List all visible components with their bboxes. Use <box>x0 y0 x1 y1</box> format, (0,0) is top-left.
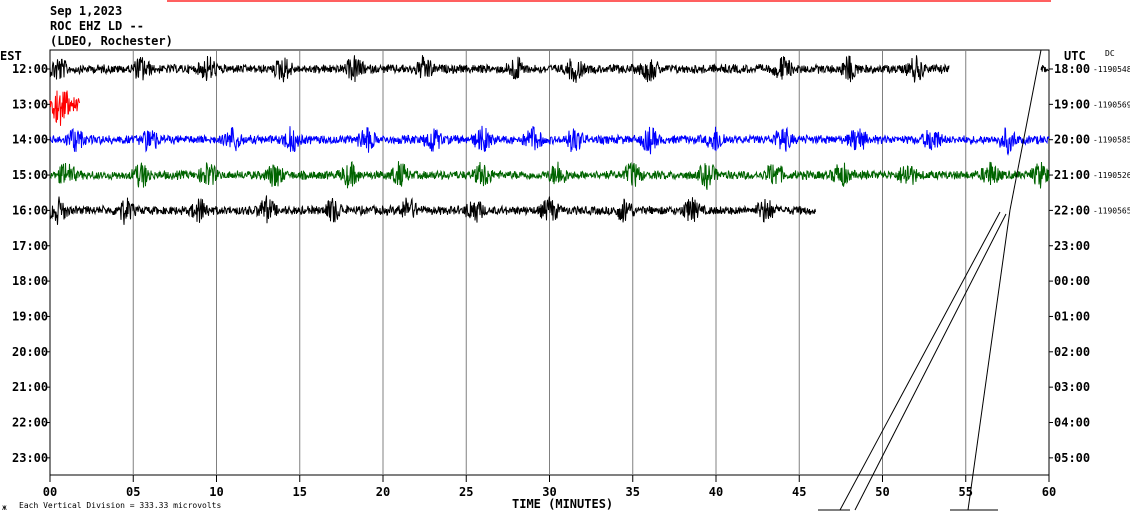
trace-row-0 <box>49 55 950 83</box>
corner-mark: ж <box>2 503 7 512</box>
x-tick-labels: 00 05 10 15 20 25 30 35 40 45 50 55 60 <box>43 475 1056 499</box>
right-hour-label: 03:00 <box>1054 380 1090 394</box>
x-tick-label: 10 <box>209 485 223 499</box>
dc-offset-labels: -1190548 -1190569 -1190585 -1190526 -1190565 <box>1093 65 1130 215</box>
left-hour-label: 13:00 <box>12 97 48 111</box>
left-hour-labels: 12:00 13:00 14:00 15:00 16:00 17:00 18:00 19:00… <box>12 62 50 465</box>
dc-offset-label: -1190585 <box>1093 136 1130 145</box>
sloped-line <box>967 209 1011 511</box>
x-tick-label: 35 <box>626 485 640 499</box>
right-hour-label: 05:00 <box>1054 451 1090 465</box>
trace-row-4 <box>49 195 816 225</box>
right-hour-label: 19:00 <box>1054 97 1090 111</box>
dc-offset-label: -1190565 <box>1093 206 1130 215</box>
left-hour-label: 16:00 <box>12 203 48 217</box>
left-hour-label: 22:00 <box>12 416 48 430</box>
sloped-line <box>854 213 1007 511</box>
dc-offset-label: -1190569 <box>1093 100 1130 109</box>
left-hour-label: 14:00 <box>12 133 48 147</box>
scale-note: Each Vertical Division = 333.33 microvol… <box>19 501 221 510</box>
right-hour-label: 01:00 <box>1054 309 1090 323</box>
trace-row-1 <box>49 90 80 126</box>
sloped-line <box>1009 49 1042 211</box>
sloped-lines <box>818 49 1042 511</box>
left-hour-label: 20:00 <box>12 345 48 359</box>
right-hour-label: 00:00 <box>1054 274 1090 288</box>
left-hour-label: 21:00 <box>12 380 48 394</box>
header-station: ROC EHZ LD -- <box>50 19 144 33</box>
x-tick-label: 15 <box>293 485 307 499</box>
left-hour-label: 12:00 <box>12 62 48 76</box>
x-tick-label: 55 <box>959 485 973 499</box>
right-hour-label: 23:00 <box>1054 239 1090 253</box>
header-network: (LDEO, Rochester) <box>50 34 173 48</box>
x-tick-label: 50 <box>875 485 889 499</box>
x-tick-label: 20 <box>376 485 390 499</box>
x-tick-label: 30 <box>542 485 556 499</box>
right-hour-label: 22:00 <box>1054 203 1090 217</box>
x-tick-label: 40 <box>709 485 723 499</box>
dc-offset-label: -1190526 <box>1093 171 1130 180</box>
right-hour-label: 04:00 <box>1054 416 1090 430</box>
x-tick-label: 60 <box>1042 485 1056 499</box>
left-hour-label: 17:00 <box>12 239 48 253</box>
left-zone-label: EST <box>0 49 22 63</box>
x-axis-label: TIME (MINUTES) <box>512 497 613 511</box>
grid-lines <box>132 50 967 475</box>
right-hour-label: 02:00 <box>1054 345 1090 359</box>
x-tick-label: 25 <box>459 485 473 499</box>
trace-row-0 <box>1040 64 1049 73</box>
sloped-line <box>839 211 1001 511</box>
left-hour-label: 15:00 <box>12 168 48 182</box>
trace-row-3 <box>49 161 1050 190</box>
right-hour-label: 20:00 <box>1054 133 1090 147</box>
right-hour-labels: 18:00 19:00 20:00 21:00 22:00 23:00 00:00 01:00… <box>1049 62 1090 465</box>
x-tick-label: 00 <box>43 485 57 499</box>
dc-offset-label: -1190548 <box>1093 65 1130 74</box>
left-hour-label: 23:00 <box>12 451 48 465</box>
x-tick-label: 45 <box>792 485 806 499</box>
dc-label: DC <box>1105 49 1115 58</box>
left-hour-label: 18:00 <box>12 274 48 288</box>
seismic-traces <box>49 55 1050 225</box>
right-hour-label: 21:00 <box>1054 168 1090 182</box>
header-date: Sep 1,2023 <box>50 4 123 18</box>
trace-row-2 <box>49 125 1050 156</box>
right-hour-label: 18:00 <box>1054 62 1090 76</box>
right-zone-label: UTC <box>1064 49 1086 63</box>
x-tick-label: 05 <box>126 485 140 499</box>
left-hour-label: 19:00 <box>12 309 48 323</box>
